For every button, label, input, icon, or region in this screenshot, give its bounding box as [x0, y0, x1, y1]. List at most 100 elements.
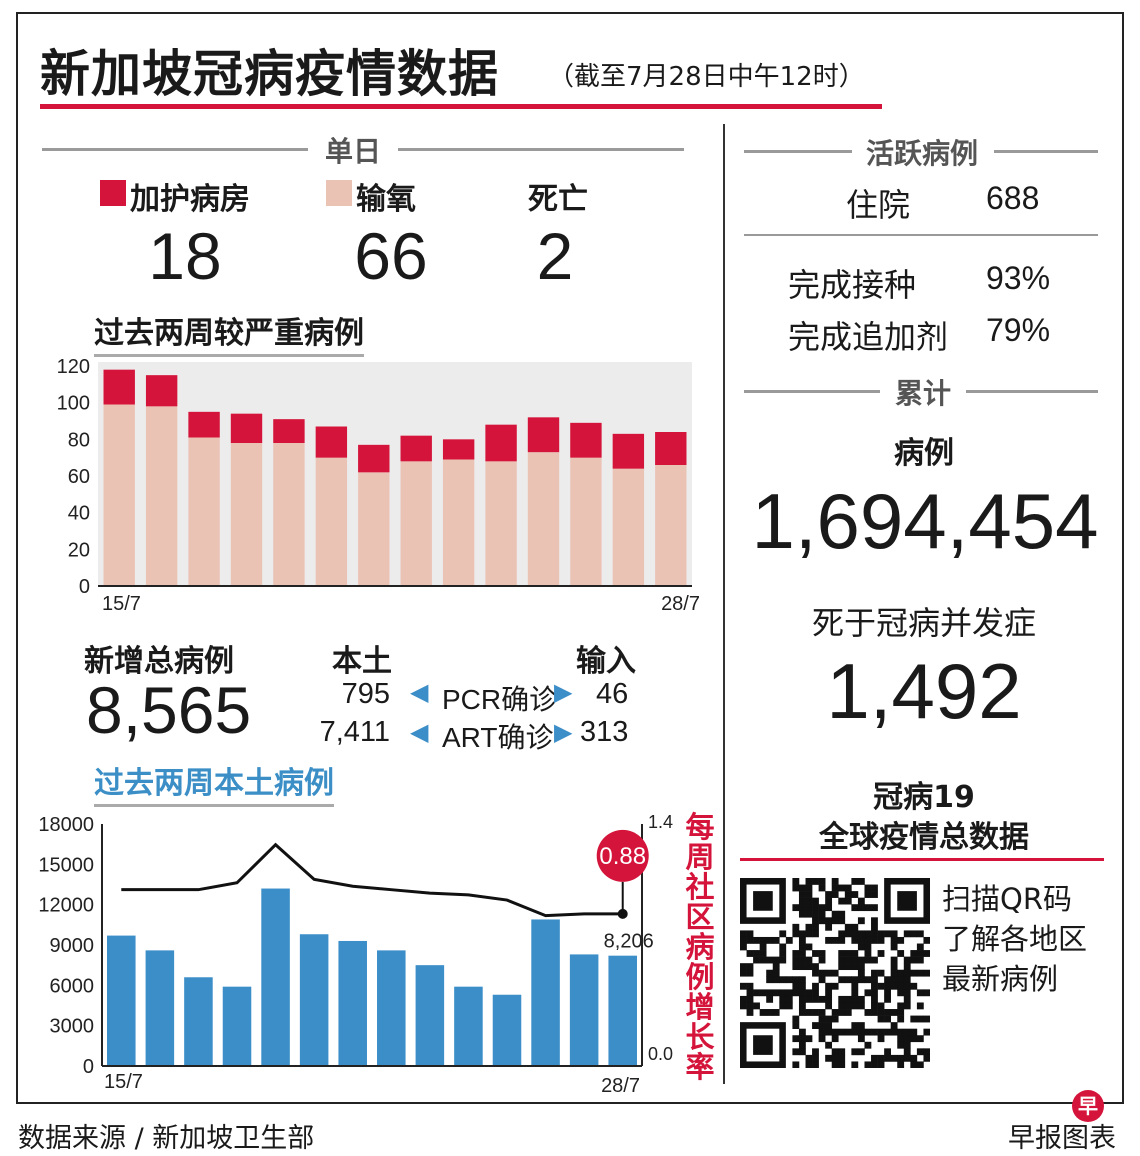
qr-module: [890, 963, 898, 971]
qr-module: [805, 1054, 813, 1062]
oxygen-bar: [527, 452, 560, 586]
qr-module: [818, 956, 826, 964]
qr-module: [746, 1002, 754, 1010]
art-local-value: 7,411: [319, 716, 390, 748]
severe-chart-title: 过去两周较严重病例: [94, 308, 364, 357]
qr-module: [831, 1054, 839, 1062]
qr-module: [812, 1009, 819, 1016]
qr-module: [916, 969, 924, 977]
qr-module: [805, 923, 813, 931]
y-tick-label: 0: [83, 1056, 94, 1078]
qr-module: [851, 930, 859, 938]
qr-module: [890, 936, 898, 944]
qr-module: [785, 995, 793, 1003]
qr-module: [897, 1041, 905, 1049]
qr-module: [798, 1035, 806, 1043]
oxygen-bar: [570, 457, 602, 586]
icu-bar: [442, 439, 475, 460]
qr-module: [766, 989, 774, 997]
qr-module: [884, 1048, 891, 1056]
y-tick-label: 20: [68, 539, 90, 561]
local-label: 本土: [332, 644, 392, 679]
local-case-bar: [261, 888, 290, 1066]
qr-finder: [897, 891, 917, 911]
qr-module: [825, 989, 833, 997]
qr-module: [903, 1028, 911, 1036]
qr-module: [897, 1035, 905, 1043]
qr-module: [923, 1015, 930, 1023]
divider-line: [744, 390, 880, 393]
qr-module: [857, 936, 865, 944]
qr-module: [831, 891, 839, 898]
qr-module: [772, 1009, 780, 1016]
local-case-bar: [415, 965, 445, 1066]
y-tick-label: 120: [57, 356, 90, 378]
qr-module: [740, 930, 747, 938]
severe-cases-chart: 0 20 40 60 80 100 120 15/7 28/7: [57, 356, 700, 615]
qr-module: [812, 1048, 819, 1056]
local-case-bar: [338, 940, 367, 1066]
qr-module: [897, 950, 905, 957]
qr-module: [844, 963, 852, 971]
qr-module: [877, 1028, 885, 1036]
qr-module: [825, 923, 833, 931]
qr-module: [884, 1009, 891, 1016]
qr-module: [792, 923, 800, 931]
qr-module: [798, 956, 806, 964]
active-heading: 活跃病例: [865, 137, 978, 170]
qr-module: [838, 995, 846, 1003]
qr-module: [884, 982, 891, 990]
qr-module: [864, 950, 872, 957]
pcr-import-value: 46: [596, 678, 629, 710]
death-label: 死亡: [528, 182, 588, 217]
chart-background: [98, 362, 692, 586]
qr-module: [864, 930, 872, 938]
qr-module: [746, 982, 754, 990]
local-case-bar: [454, 986, 483, 1066]
qr-module: [903, 995, 911, 1003]
qr-module: [825, 1028, 833, 1036]
qr-module: [746, 969, 754, 977]
qr-module: [851, 1002, 859, 1010]
qr-module: [785, 976, 793, 984]
qr-module: [740, 969, 747, 977]
qr-module: [746, 1009, 754, 1016]
cum-deaths-value: 1,492: [826, 647, 1022, 735]
qr-module: [831, 884, 839, 892]
qr-finder: [753, 1035, 773, 1055]
icu-bar: [103, 369, 135, 405]
qr-module: [838, 1028, 846, 1036]
qr-module: [916, 950, 924, 957]
credit-text: 早报图表: [1008, 1123, 1116, 1154]
qr-module: [857, 976, 865, 984]
qr-module: [844, 884, 852, 892]
qr-code[interactable]: [740, 878, 930, 1068]
qr-module: [779, 930, 787, 938]
divider-line: [744, 234, 1098, 236]
local-case-bar: [184, 977, 213, 1066]
qr-module: [851, 904, 859, 912]
qr-module: [910, 1054, 918, 1062]
qr-module: [910, 950, 918, 957]
x-start-label: 15/7: [102, 593, 141, 615]
qr-module: [897, 1002, 905, 1010]
qr-module: [753, 956, 760, 964]
qr-module: [857, 897, 865, 905]
qr-module: [864, 1028, 872, 1036]
qr-module: [916, 956, 924, 964]
qr-module: [812, 917, 819, 925]
qr-module: [903, 1035, 911, 1043]
qr-module: [871, 1061, 878, 1068]
qr-module: [812, 923, 819, 931]
local-chart-title: 过去两周本土病例: [94, 758, 334, 807]
qr-module: [897, 982, 905, 990]
qr-module: [818, 1028, 826, 1036]
qr-module: [772, 936, 780, 944]
growth-rate-axis-label: 每周社区病例增长率: [685, 810, 715, 1084]
qr-module: [772, 956, 780, 964]
qr-module: [825, 917, 833, 925]
qr-module: [792, 1015, 800, 1023]
local-case-bar: [492, 994, 522, 1066]
right-arrow-icon: ▶: [554, 678, 573, 706]
oxygen-bar: [442, 459, 475, 586]
